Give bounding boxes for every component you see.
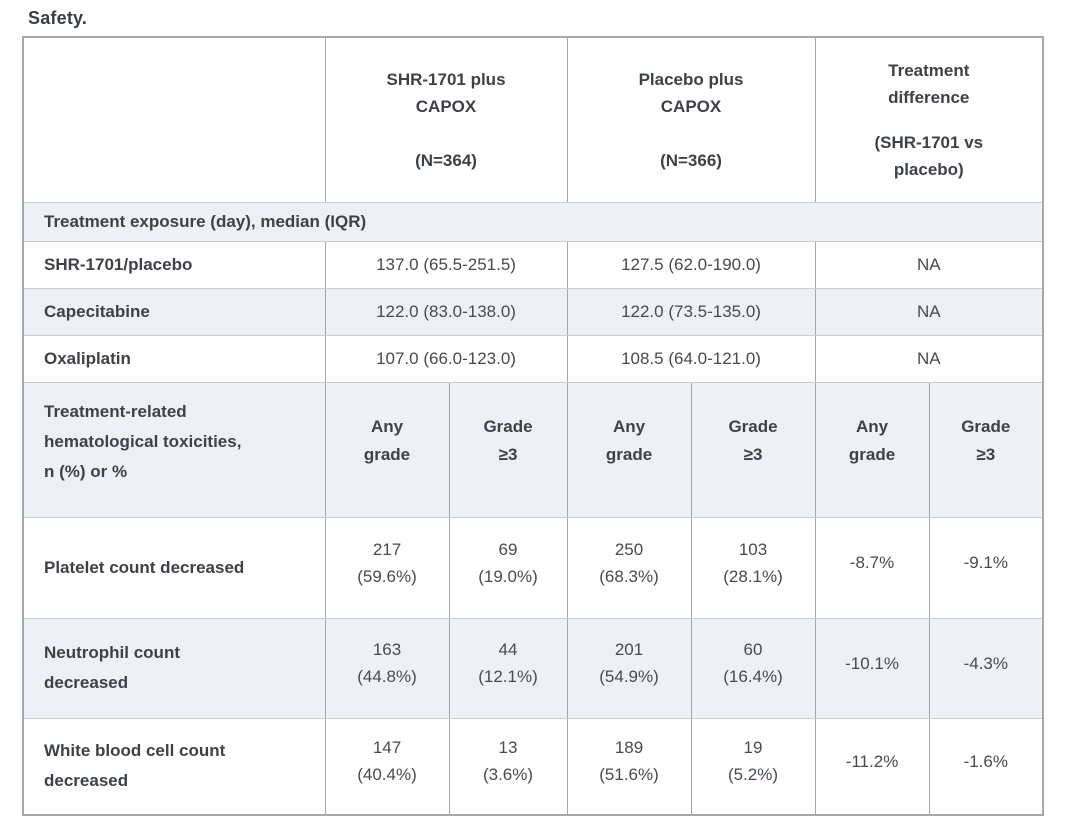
grade-ge3-cell: 69 (19.0%) [448, 516, 568, 619]
header-group-shr1701-capox: SHR-1701 plus CAPOX (N=364) [324, 36, 568, 203]
group-n: (SHR-1701 vs placebo) [874, 132, 984, 179]
section-row: Treatment exposure (day), median (IQR) [22, 201, 1044, 242]
any-grade-diff-cell: -8.7% [814, 516, 930, 619]
subheader-grade-ge3: Grade ≥3 [448, 381, 568, 518]
row-label: Oxaliplatin [22, 334, 326, 383]
section-header-treatment-exposure: Treatment exposure (day), median (IQR) [22, 201, 1044, 242]
shr-value-cell: 107.0 (66.0-123.0) [324, 334, 568, 383]
safety-table: SHR-1701 plus CAPOX (N=364) Placebo plus C… [22, 36, 1045, 816]
any-grade-diff-cell: -11.2% [814, 717, 930, 816]
placebo-value-cell: 108.5 (64.0-121.0) [566, 334, 816, 383]
subheader-grade-ge3: Grade ≥3 [928, 381, 1044, 518]
placebo-value-cell: 127.5 (62.0-190.0) [566, 240, 816, 289]
any-grade-cell: 147 (40.4%) [324, 717, 450, 816]
row-label: White blood cell count decreased [22, 717, 326, 816]
grade-ge3-cell: 13 (3.6%) [448, 717, 568, 816]
difference-value-cell: NA [814, 334, 1044, 383]
tox-row-platelet-count-decreased: Platelet count decreased 217 (59.6%) 69 (1… [22, 516, 1044, 619]
tox-row-white-blood-cell-count-decreased: White blood cell count decreased 147 (40.4… [22, 717, 1044, 816]
group-name: SHR-1701 plus CAPOX [386, 69, 506, 116]
any-grade-cell: 163 (44.8%) [324, 617, 450, 719]
row-label: SHR-1701/placebo [22, 240, 326, 289]
any-grade-cell: 250 (68.3%) [566, 516, 692, 619]
group-name: Treatment difference [888, 60, 970, 107]
difference-value-cell: NA [814, 240, 1044, 289]
header-group-placebo-capox: Placebo plus CAPOX (N=366) [566, 36, 816, 203]
row-label: Neutrophil count decreased [22, 617, 326, 719]
grade-ge3-cell: 44 (12.1%) [448, 617, 568, 719]
placebo-value-cell: 122.0 (73.5-135.0) [566, 287, 816, 336]
difference-value-cell: NA [814, 287, 1044, 336]
row-label: Platelet count decreased [22, 516, 326, 619]
any-grade-cell: 201 (54.9%) [566, 617, 692, 719]
row-label: Capecitabine [22, 287, 326, 336]
any-grade-cell: 189 (51.6%) [566, 717, 692, 816]
group-name: Placebo plus CAPOX [638, 69, 744, 116]
grade-ge3-cell: 60 (16.4%) [690, 617, 816, 719]
exposure-row-oxaliplatin: Oxaliplatin 107.0 (66.0-123.0) 108.5 (64… [22, 334, 1044, 383]
any-grade-cell: 217 (59.6%) [324, 516, 450, 619]
header-row: SHR-1701 plus CAPOX (N=364) Placebo plus C… [22, 36, 1044, 203]
tox-section-label: Treatment-related hematological toxicitie… [22, 381, 326, 518]
group-n: (N=364) [415, 150, 477, 170]
exposure-row-shr1701-placebo: SHR-1701/placebo 137.0 (65.5-251.5) 127.… [22, 240, 1044, 289]
subheader-any-grade: Any grade [566, 381, 692, 518]
group-n: (N=366) [660, 150, 722, 170]
table-title: Safety. [28, 8, 88, 28]
subheader-any-grade: Any grade [324, 381, 450, 518]
tox-row-neutrophil-count-decreased: Neutrophil count decreased 163 (44.8%) 44(… [22, 617, 1044, 719]
grade-ge3-diff-cell: -4.3% [928, 617, 1044, 719]
any-grade-diff-cell: -10.1% [814, 617, 930, 719]
subheader-grade-ge3: Grade ≥3 [690, 381, 816, 518]
grade-ge3-diff-cell: -9.1% [928, 516, 1044, 619]
header-empty-cell [22, 36, 326, 203]
grade-ge3-cell: 103 (28.1%) [690, 516, 816, 619]
shr-value-cell: 137.0 (65.5-251.5) [324, 240, 568, 289]
grade-ge3-diff-cell: -1.6% [928, 717, 1044, 816]
exposure-row-capecitabine: Capecitabine 122.0 (83.0-138.0) 122.0 (7… [22, 287, 1044, 336]
shr-value-cell: 122.0 (83.0-138.0) [324, 287, 568, 336]
subheader-any-grade: Any grade [814, 381, 930, 518]
grade-ge3-cell: 19 (5.2%) [690, 717, 816, 816]
header-group-treatment-difference: Treatment difference (SHR-1701 vs placebo) [814, 36, 1044, 203]
tox-subheader-row: Treatment-related hematological toxicitie… [22, 381, 1044, 518]
